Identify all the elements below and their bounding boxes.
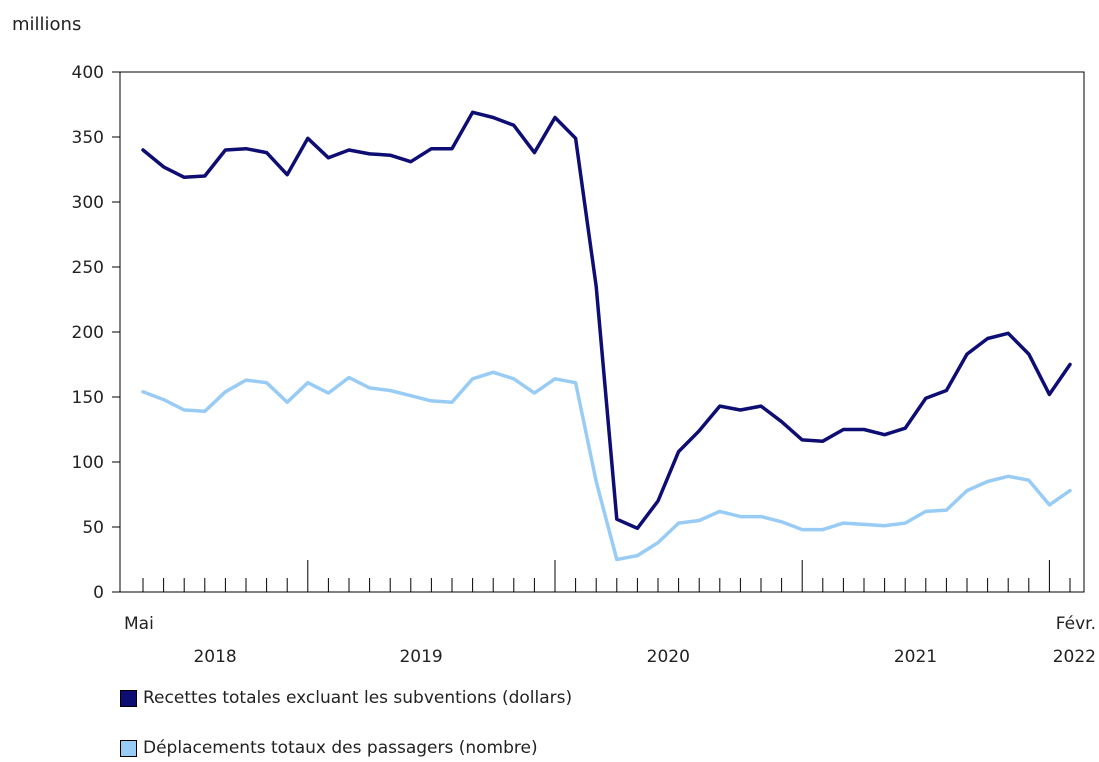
plot-frame	[119, 71, 1085, 593]
unit-label: millions	[12, 14, 81, 35]
series-line-passengers	[141, 370, 1072, 562]
y-tick-label: 200	[72, 323, 104, 343]
legend-item-revenue: Recettes totales excluant les subvention…	[120, 688, 572, 708]
y-tick-label: 150	[72, 388, 104, 408]
y-tick-label: 400	[72, 63, 104, 83]
series-line-revenue	[141, 110, 1072, 531]
y-tick-label: 50	[82, 518, 104, 538]
legend-swatch-passengers	[120, 739, 137, 757]
y-tick-label: 350	[72, 128, 104, 148]
x-tick-label: Févr.	[1056, 614, 1096, 634]
x-tick-label: 2020	[647, 647, 690, 667]
legend-label-revenue: Recettes totales excluant les subvention…	[143, 688, 573, 708]
y-tick-label: 0	[93, 583, 104, 603]
x-tick-label: 2022	[1053, 647, 1096, 667]
y-tick-label: 250	[72, 258, 104, 278]
x-tick-label: Mai	[124, 614, 154, 634]
x-axis: Mai 2018 2019 2020 2021 Févr. 2022	[124, 560, 1096, 667]
y-tick-label: 100	[72, 453, 104, 473]
x-tick-label: 2019	[399, 647, 442, 667]
y-axis: 0 50 100 150 200 250 300 350 400	[72, 63, 120, 603]
series-lines	[141, 110, 1072, 562]
legend-swatch-revenue	[120, 689, 137, 707]
legend-label-passengers: Déplacements totaux des passagers (nombr…	[143, 738, 538, 758]
x-tick-label: 2018	[193, 647, 236, 667]
x-tick-label: 2021	[894, 647, 937, 667]
legend-item-passengers: Déplacements totaux des passagers (nombr…	[120, 738, 538, 758]
y-tick-label: 300	[72, 193, 104, 213]
